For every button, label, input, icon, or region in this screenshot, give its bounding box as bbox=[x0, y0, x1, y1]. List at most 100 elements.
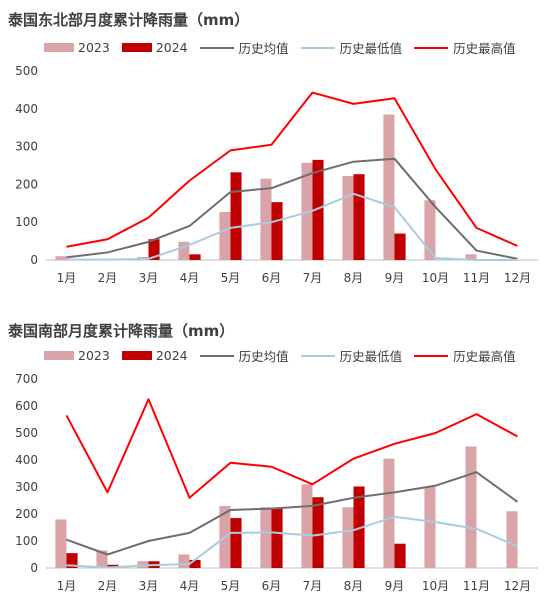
x-tick-label: 12月 bbox=[504, 579, 531, 593]
bar-2024 bbox=[394, 233, 406, 260]
legend-item-2023: 2023 bbox=[44, 348, 110, 363]
x-tick-label: 4月 bbox=[180, 271, 200, 285]
legend-label: 历史最高值 bbox=[453, 349, 516, 364]
bar-2023 bbox=[178, 554, 190, 568]
x-tick-label: 5月 bbox=[221, 579, 241, 593]
x-tick-label: 7月 bbox=[303, 579, 323, 593]
bar-2024 bbox=[230, 172, 242, 260]
y-tick-label: 500 bbox=[15, 64, 38, 78]
legend-label: 历史最低值 bbox=[339, 41, 403, 56]
x-tick-label: 10月 bbox=[422, 579, 449, 593]
y-tick-label: 100 bbox=[15, 534, 38, 548]
legend-label: 2023 bbox=[78, 348, 110, 363]
bar-2024 bbox=[312, 159, 324, 260]
legend-swatch-hist-max bbox=[414, 354, 449, 357]
line-series-2 bbox=[65, 398, 518, 499]
chart-legend: 2023 2024 历史均值 历史最低值 历史最高值 bbox=[44, 38, 528, 57]
x-tick-label: 6月 bbox=[262, 271, 282, 285]
x-tick-label: 3月 bbox=[139, 579, 159, 593]
x-tick-label: 6月 bbox=[262, 579, 282, 593]
bar-2023 bbox=[219, 211, 231, 260]
line-series-1 bbox=[66, 192, 518, 261]
x-tick-label: 9月 bbox=[385, 271, 405, 285]
chart-title: 泰国南部月度累计降雨量（mm） bbox=[8, 322, 235, 340]
legend-label: 2023 bbox=[78, 40, 110, 55]
bar-2024 bbox=[353, 486, 365, 568]
legend-swatch-2024 bbox=[121, 351, 152, 360]
y-tick-label: 400 bbox=[15, 453, 38, 467]
y-tick-label: 300 bbox=[15, 140, 38, 154]
bar-2023 bbox=[55, 519, 67, 568]
bar-2023 bbox=[506, 511, 518, 568]
x-tick-label: 2月 bbox=[98, 579, 118, 593]
bar-2023 bbox=[260, 507, 272, 568]
legend-item-2024: 2024 bbox=[121, 348, 188, 363]
legend-label: 2024 bbox=[155, 40, 188, 55]
x-tick-label: 1月 bbox=[57, 271, 77, 285]
bar-2023 bbox=[383, 458, 395, 568]
legend-item-hist-avg: 历史均值 bbox=[199, 38, 289, 57]
y-tick-label: 200 bbox=[15, 507, 38, 521]
bar-2023 bbox=[96, 550, 108, 568]
bar-2024 bbox=[394, 543, 406, 568]
y-tick-label: 400 bbox=[15, 102, 38, 116]
legend-label: 历史最低值 bbox=[339, 349, 403, 364]
y-tick-label: 500 bbox=[15, 426, 38, 440]
legend-label: 2024 bbox=[155, 348, 188, 363]
legend-item-hist-max: 历史最高值 bbox=[414, 346, 516, 365]
bar-2024 bbox=[189, 559, 201, 568]
x-tick-label: 10月 bbox=[422, 271, 449, 285]
bar-2024 bbox=[353, 174, 365, 260]
chart-panel-south: 泰国南部月度累计降雨量（mm） 2023 2024 历史均值 历史最低值 历史最… bbox=[0, 300, 550, 602]
x-tick-label: 7月 bbox=[303, 271, 323, 285]
y-tick-label: 600 bbox=[15, 399, 38, 413]
legend-item-hist-min: 历史最低值 bbox=[300, 38, 403, 57]
chart-panel-northeast: 泰国东北部月度累计降雨量（mm） 2023 2024 历史均值 历史最低值 历史… bbox=[0, 0, 550, 300]
legend-item-hist-avg: 历史均值 bbox=[199, 346, 289, 365]
legend-label: 历史均值 bbox=[238, 349, 289, 364]
bar-2024 bbox=[189, 254, 201, 260]
y-tick-label: 700 bbox=[15, 372, 38, 386]
legend-label: 历史最高值 bbox=[453, 41, 516, 56]
chart-plot-south: 0 100 200 300 400 500 600 700 1月 2月 3月 4月 5月 6月 7月 8月 9月… bbox=[15, 372, 538, 593]
bar-2023 bbox=[465, 446, 477, 568]
legend-swatch-hist-min bbox=[300, 46, 335, 49]
y-tick-label: 0 bbox=[30, 253, 38, 267]
x-tick-label: 9月 bbox=[385, 579, 405, 593]
x-tick-label: 8月 bbox=[344, 579, 364, 593]
bar-2023 bbox=[465, 254, 477, 260]
x-tick-label: 1月 bbox=[57, 579, 77, 593]
bar-2023 bbox=[383, 114, 395, 260]
bar-2023 bbox=[342, 507, 354, 568]
legend-swatch-2023 bbox=[44, 43, 74, 52]
bar-2023 bbox=[260, 178, 272, 260]
legend-item-2024: 2024 bbox=[121, 40, 188, 55]
y-tick-label: 100 bbox=[15, 215, 38, 229]
legend-swatch-hist-avg bbox=[199, 46, 234, 49]
bar-2024 bbox=[148, 239, 160, 260]
legend-item-hist-max: 历史最高值 bbox=[414, 38, 516, 57]
bar-2024 bbox=[271, 508, 283, 568]
bar-2023 bbox=[424, 200, 436, 260]
legend-swatch-2023 bbox=[44, 351, 74, 360]
line-series-0 bbox=[66, 471, 519, 556]
bar-2024 bbox=[271, 202, 283, 260]
chart-plot-northeast: 0 100 200 300 400 500 1月 2月 3月 4月 5月 6月 7月 8月 9月 10月 11月… bbox=[15, 64, 538, 285]
legend-swatch-hist-avg bbox=[199, 354, 234, 357]
bar-2023 bbox=[424, 487, 436, 568]
bar-2024 bbox=[312, 497, 324, 568]
bar-2023 bbox=[55, 256, 67, 260]
legend-swatch-hist-min bbox=[300, 354, 335, 357]
x-tick-label: 4月 bbox=[180, 579, 200, 593]
bar-2023 bbox=[342, 176, 354, 260]
line-series-1 bbox=[66, 515, 518, 569]
legend-label: 历史均值 bbox=[238, 41, 289, 56]
x-tick-label: 11月 bbox=[463, 579, 490, 593]
x-tick-label: 8月 bbox=[344, 271, 364, 285]
legend-swatch-2024 bbox=[121, 43, 152, 52]
y-tick-label: 300 bbox=[15, 480, 38, 494]
bar-2023 bbox=[301, 484, 313, 568]
chart-legend: 2023 2024 历史均值 历史最低值 历史最高值 bbox=[44, 346, 528, 365]
legend-swatch-hist-max bbox=[414, 46, 449, 49]
chart-title: 泰国东北部月度累计降雨量（mm） bbox=[8, 11, 250, 29]
